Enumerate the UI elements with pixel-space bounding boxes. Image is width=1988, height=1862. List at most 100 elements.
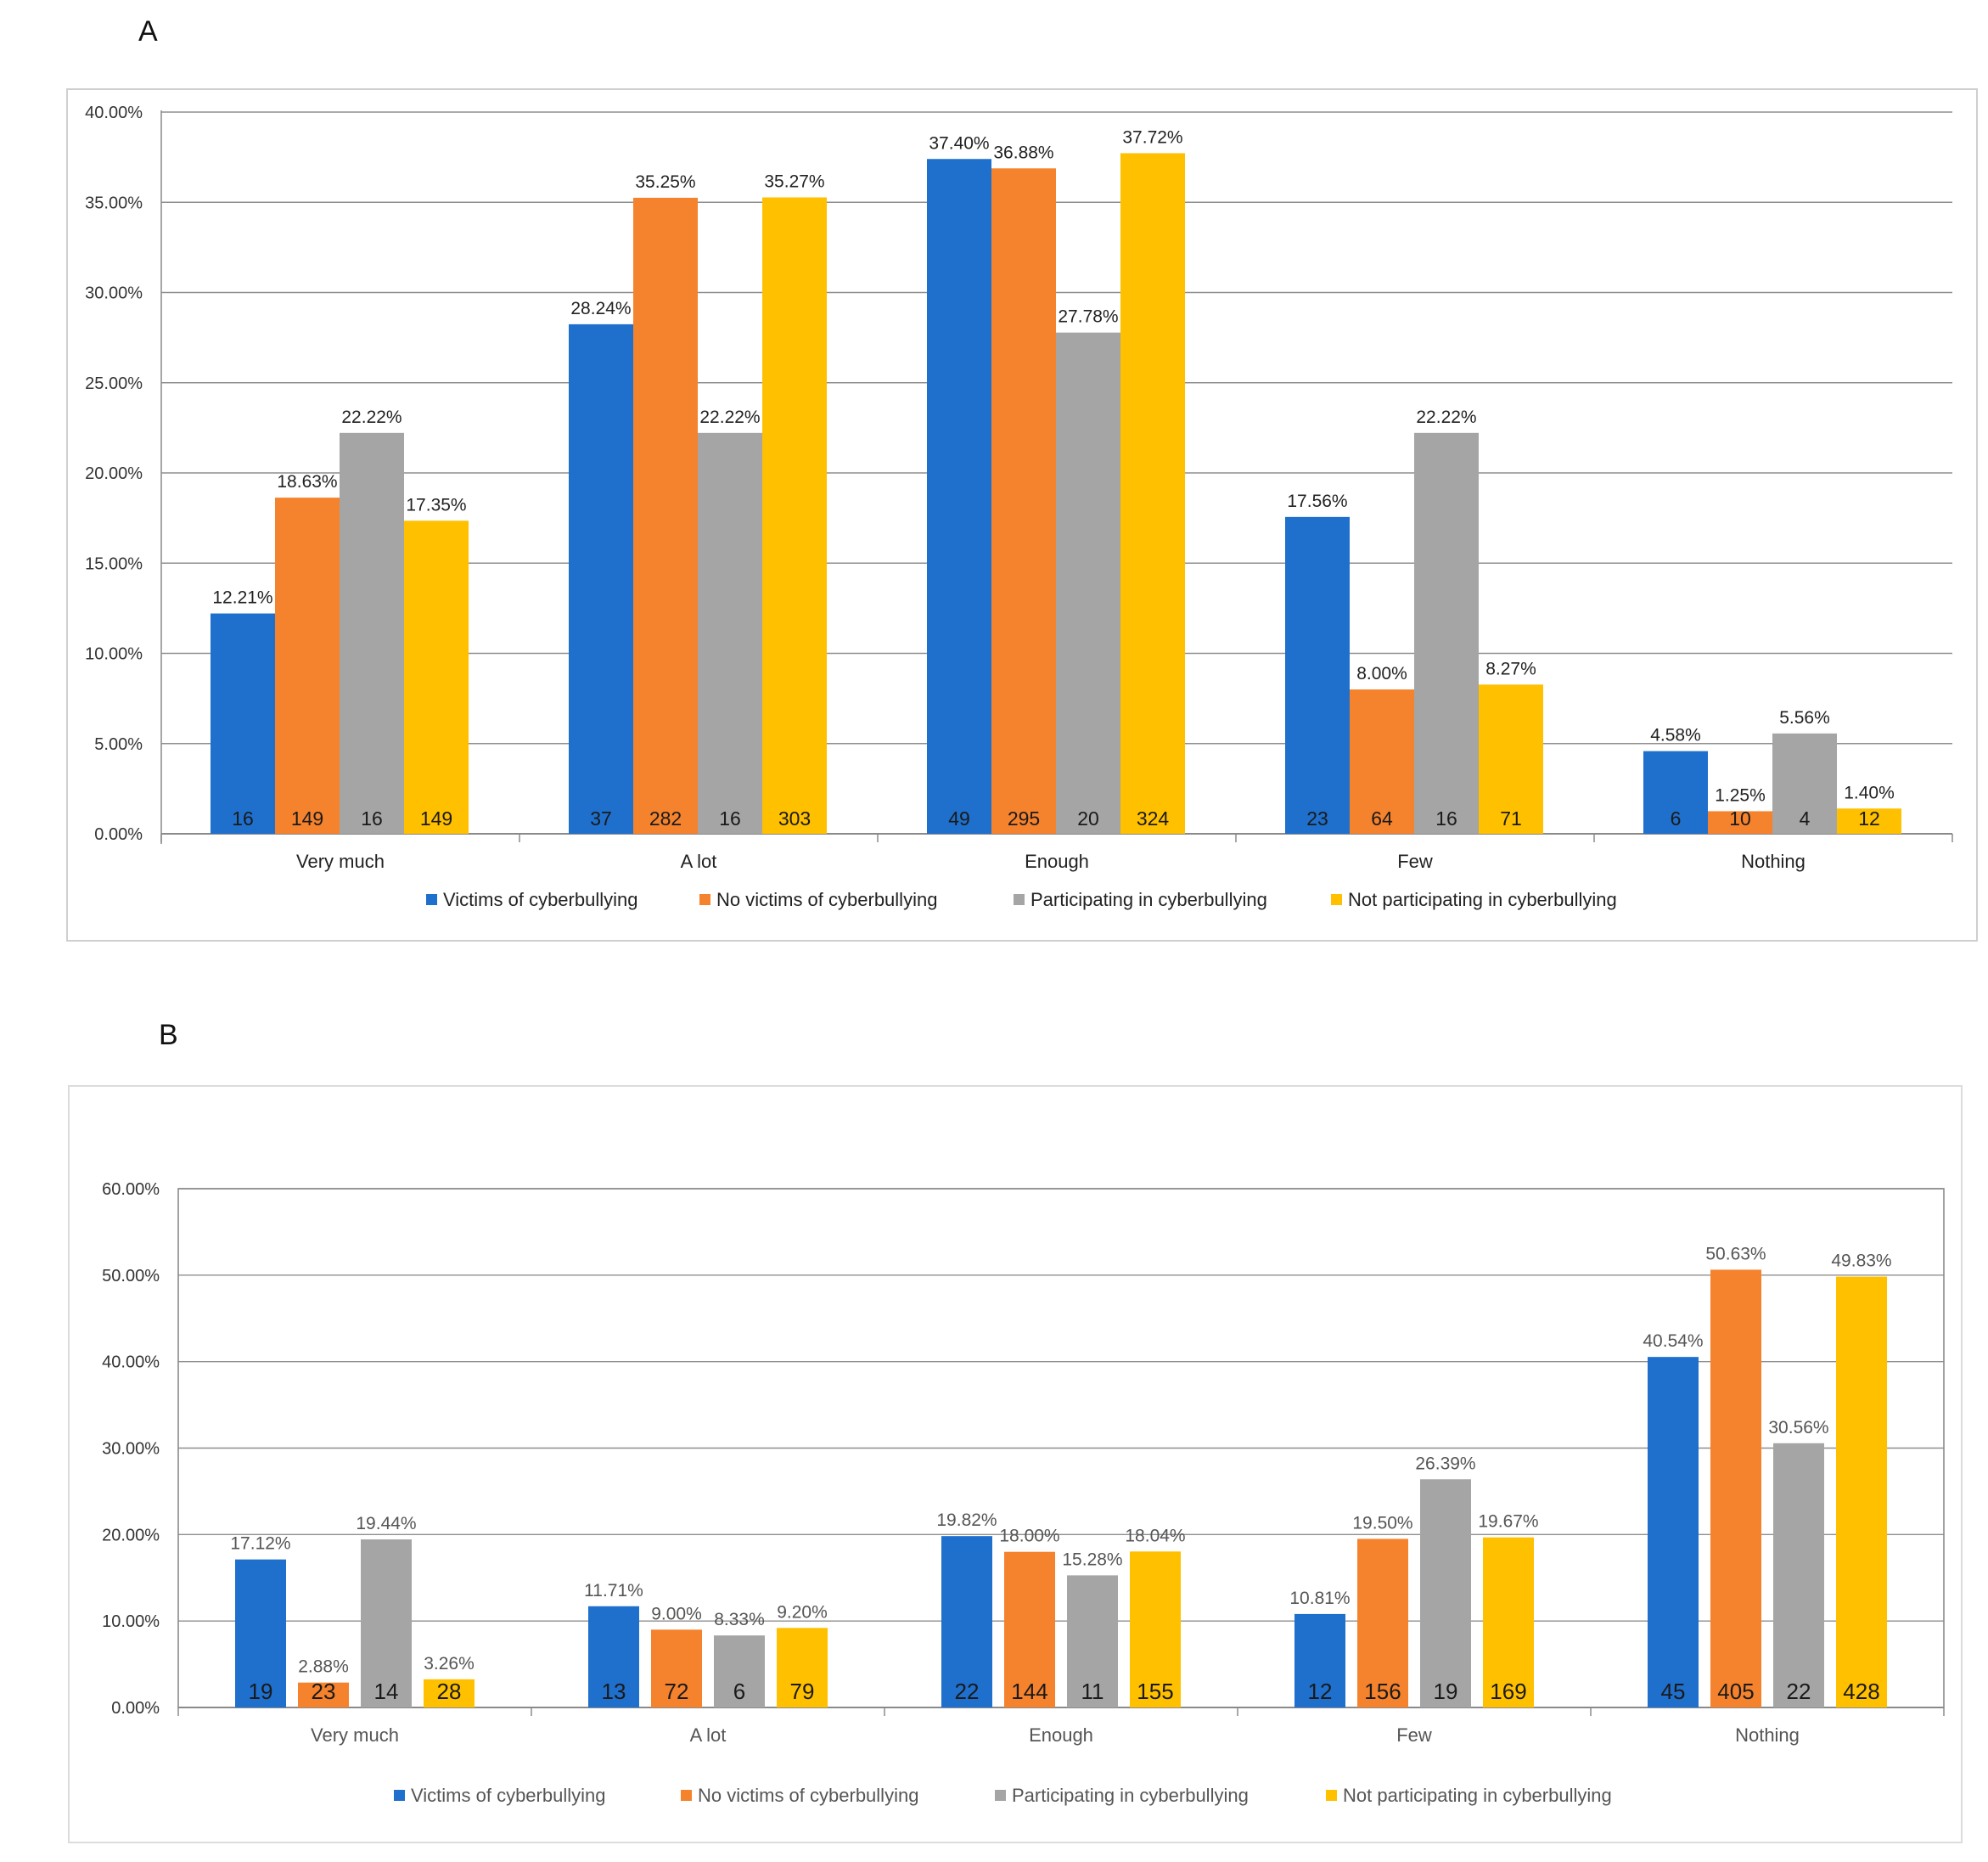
chart-b-count-label: 6 xyxy=(733,1679,745,1704)
chart-a-ytick-label: 25.00% xyxy=(85,374,143,393)
chart-b-bar xyxy=(941,1536,992,1707)
chart-a-ytick-label: 35.00% xyxy=(85,194,143,212)
chart-b-legend-swatch xyxy=(681,1790,692,1801)
chart-b-bar xyxy=(714,1635,765,1707)
chart-a-bar xyxy=(698,432,762,834)
chart-a-legend-swatch xyxy=(426,894,437,905)
chart-b-count-label: 169 xyxy=(1490,1679,1526,1704)
chart-b-value-label: 50.63% xyxy=(1705,1244,1766,1263)
chart-b-bar xyxy=(298,1682,349,1707)
chart-b-count-label: 45 xyxy=(1661,1679,1686,1704)
chart-a-bar xyxy=(340,432,404,834)
chart-b-value-label: 9.00% xyxy=(651,1604,702,1623)
chart-a-ytick-label: 10.00% xyxy=(85,645,143,664)
chart-a-value-label: 8.27% xyxy=(1485,659,1536,678)
chart-b-bar xyxy=(1648,1357,1699,1707)
chart-a-count-label: 12 xyxy=(1858,807,1880,830)
chart-b-ytick-label: 0.00% xyxy=(111,1699,160,1718)
chart-a-value-label: 22.22% xyxy=(341,408,402,427)
chart-a-count-label: 16 xyxy=(719,807,741,830)
chart-a-bar xyxy=(1120,153,1185,834)
chart-a-category-label: Nothing xyxy=(1741,851,1805,872)
chart-b-value-label: 40.54% xyxy=(1643,1331,1703,1351)
chart-b-value-label: 9.20% xyxy=(777,1602,828,1622)
chart-b-bar xyxy=(1357,1539,1408,1707)
chart-b-value-label: 8.33% xyxy=(714,1610,765,1629)
chart-a-count-label: 303 xyxy=(778,807,811,830)
chart-a-value-label: 28.24% xyxy=(570,299,631,318)
chart-a-legend-swatch xyxy=(699,894,710,905)
chart-b-count-label: 22 xyxy=(955,1679,980,1704)
chart-a-count-label: 324 xyxy=(1137,807,1170,830)
chart-a-bar xyxy=(404,520,469,834)
chart-b-legend-label: Participating in cyberbullying xyxy=(1012,1785,1249,1806)
chart-b-bar xyxy=(1773,1443,1824,1707)
chart-a-bar xyxy=(1479,684,1543,834)
chart-a-bar xyxy=(1350,689,1414,834)
chart-b-bar xyxy=(651,1629,702,1707)
chart-b-count-label: 428 xyxy=(1843,1679,1879,1704)
chart-b-count-label: 156 xyxy=(1364,1679,1401,1704)
chart-b-value-label: 11.71% xyxy=(584,1581,643,1600)
chart-b-legend-swatch xyxy=(394,1790,405,1801)
chart-b-bar xyxy=(1130,1551,1181,1707)
chart-b-legend-swatch xyxy=(995,1790,1006,1801)
chart-a-count-label: 295 xyxy=(1008,807,1040,830)
chart-a-ytick-label: 40.00% xyxy=(85,104,143,122)
chart-a-bar xyxy=(762,197,827,834)
chart-b-bar xyxy=(1483,1537,1534,1707)
chart-a-value-label: 18.63% xyxy=(277,472,337,492)
chart-b-bar xyxy=(1067,1575,1118,1707)
chart-a-bar xyxy=(927,159,991,834)
chart-b-count-label: 28 xyxy=(437,1679,462,1704)
chart-a-category-label: Few xyxy=(1397,851,1433,872)
chart-b-ytick-label: 40.00% xyxy=(102,1353,160,1372)
chart-a-legend-swatch xyxy=(1014,894,1025,905)
chart-b-count-label: 23 xyxy=(312,1679,336,1704)
chart-a-ytick-label: 20.00% xyxy=(85,464,143,483)
chart-a-bar xyxy=(1056,332,1120,834)
chart-b-count-label: 72 xyxy=(665,1679,689,1704)
chart-b-bar xyxy=(424,1679,475,1707)
chart-a-bar xyxy=(991,168,1056,835)
chart-a-value-label: 12.21% xyxy=(212,588,272,608)
chart-a-count-label: 6 xyxy=(1671,807,1682,830)
chart-a-bar xyxy=(1772,733,1837,834)
chart-b-category-label: Nothing xyxy=(1735,1724,1800,1746)
chart-b-category-label: Few xyxy=(1396,1724,1432,1746)
chart-a-value-label: 8.00% xyxy=(1356,664,1407,683)
chart-b-value-label: 30.56% xyxy=(1768,1418,1828,1437)
chart-b-count-label: 405 xyxy=(1717,1679,1754,1704)
chart-a-legend-label: Victims of cyberbullying xyxy=(443,889,637,910)
chart-a-count-label: 23 xyxy=(1306,807,1328,830)
chart-b-count-label: 11 xyxy=(1081,1679,1104,1704)
chart-a-ytick-label: 15.00% xyxy=(85,554,143,573)
chart-b-count-label: 19 xyxy=(249,1679,273,1704)
chart-a-value-label: 37.40% xyxy=(929,133,989,153)
chart-b-value-label: 17.12% xyxy=(230,1534,290,1554)
chart-a-count-label: 10 xyxy=(1729,807,1751,830)
chart-a-legend-swatch xyxy=(1331,894,1342,905)
chart-a-bar xyxy=(633,197,698,834)
chart-a-count-label: 282 xyxy=(649,807,682,830)
chart-b-value-label: 18.00% xyxy=(999,1527,1059,1546)
chart-a-count-label: 64 xyxy=(1371,807,1393,830)
chart-a-bar xyxy=(211,613,275,834)
chart-b-ytick-label: 20.00% xyxy=(102,1526,160,1544)
chart-b-value-label: 2.88% xyxy=(298,1657,349,1677)
chart-b-plot-frame xyxy=(177,1188,1945,1708)
chart-a-value-label: 22.22% xyxy=(699,408,760,427)
chart-a-bar xyxy=(1285,516,1350,834)
chart-a-value-label: 17.35% xyxy=(406,495,466,515)
chart-b-bar xyxy=(588,1606,639,1707)
chart-b-count-label: 14 xyxy=(374,1679,399,1704)
chart-a-ytick-label: 0.00% xyxy=(94,825,143,844)
chart-b-category-label: Enough xyxy=(1029,1724,1093,1746)
chart-a-legend-label: Not participating in cyberbullying xyxy=(1348,889,1617,910)
chart-a-value-label: 5.56% xyxy=(1779,708,1830,728)
chart-a-count-label: 149 xyxy=(420,807,452,830)
chart-b-bar xyxy=(1710,1269,1761,1707)
chart-a-count-label: 16 xyxy=(1435,807,1457,830)
chart-b-bar xyxy=(1420,1479,1471,1707)
